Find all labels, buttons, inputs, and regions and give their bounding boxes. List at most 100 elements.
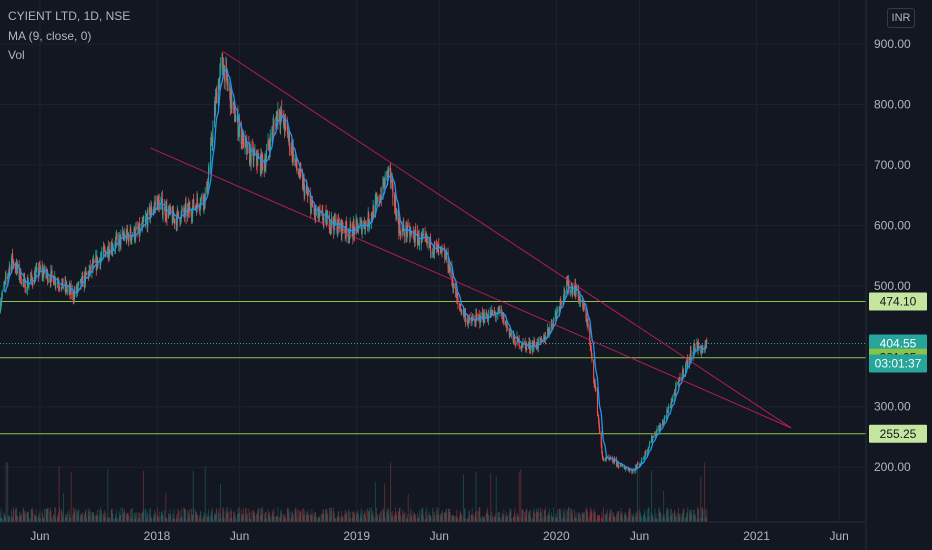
candle-body [38,265,40,274]
volume-bar [645,517,647,522]
candle-body [659,425,661,432]
x-tick-label: Jun [230,529,249,543]
volume-bar [415,517,417,522]
symbol-title[interactable]: CYIENT LTD, 1D, NSE [8,9,131,23]
candle-body [154,202,156,205]
volume-bar [156,515,158,522]
volume-bar [81,515,83,522]
candle-body [13,261,15,267]
volume-bar [604,514,606,522]
candle-body [451,266,453,280]
volume-bar [448,508,450,522]
candle-body [62,287,65,289]
candle-body [422,233,425,235]
volume-bar [109,518,110,522]
candle-body [553,318,555,327]
volume-bar [391,516,393,522]
volume-bar [64,517,66,522]
candle-body [332,217,334,226]
volume-bar [468,510,470,522]
volume-bar [558,508,560,522]
candle-body [219,64,222,70]
volume-bar [141,512,143,522]
candle-body [7,275,9,280]
candle-body [373,206,375,217]
volume-bar [35,509,37,522]
volume-bar [363,511,365,522]
candle-body [92,261,94,268]
candle-body [650,441,652,444]
volume-bar [357,514,359,522]
volume-bar [460,511,462,522]
volume-bar [586,508,588,522]
volume-bar [522,509,524,522]
volume-bar [621,513,622,522]
volume-bar [424,518,426,522]
volume-bar [464,508,465,522]
volume-bar [641,516,643,522]
volume-bar [5,516,6,522]
volume-bar [537,507,539,522]
candle-body [442,250,444,251]
volume-indicator-label[interactable]: Vol [8,48,25,62]
volume-bar [342,516,344,522]
volume-bar [234,511,236,522]
volume-bar [134,512,136,522]
candle-body [114,240,117,248]
volume-bar [560,509,562,522]
volume-bar [590,509,592,522]
volume-bar [59,507,61,522]
volume-bar [70,518,72,522]
candle-body [0,301,2,306]
candle-body [524,341,526,343]
volume-bar [681,517,683,522]
volume-bar [242,514,244,522]
candle-body [164,205,166,217]
ma-indicator-label[interactable]: MA (9, close, 0) [8,29,92,43]
candle-body [108,254,110,256]
volume-bar [380,518,382,522]
volume-bar [275,515,277,522]
volume-bar [168,513,169,522]
volume-bar [583,512,585,522]
volume-bar [436,507,438,522]
candle-body [315,208,317,215]
volume-bar [307,514,308,522]
candle-body [322,211,324,221]
candle-body [160,203,162,210]
volume-bar [651,470,653,522]
volume-bar [138,517,139,522]
volume-bar [507,515,509,522]
volume-bar [58,466,60,522]
volume-bar [217,512,219,522]
volume-bar [166,518,168,522]
volume-bar [294,509,296,522]
candle-body [3,284,5,287]
volume-bar [42,518,44,522]
candle-body [135,228,137,239]
volume-bar [683,509,685,522]
volume-bar [164,509,166,522]
volume-bar [662,518,663,522]
volume-bar [625,516,627,522]
candle-body [363,222,365,228]
candle-body [217,83,219,104]
volume-bar [600,518,602,522]
volume-bar [452,515,454,522]
volume-bar [421,513,423,522]
volume-bar [426,507,428,522]
candle-body [215,98,217,112]
volume-bar [620,508,622,522]
volume-bar [598,516,599,522]
candle-body [0,305,2,311]
currency-badge[interactable]: INR [887,8,915,28]
volume-bar [354,513,355,522]
volume-bar [123,511,125,522]
volume-bar [534,512,535,522]
volume-bar [479,517,481,522]
volume-bar [68,509,70,522]
volume-bar [321,513,323,522]
volume-bar [547,515,549,522]
candle-body [648,446,650,448]
